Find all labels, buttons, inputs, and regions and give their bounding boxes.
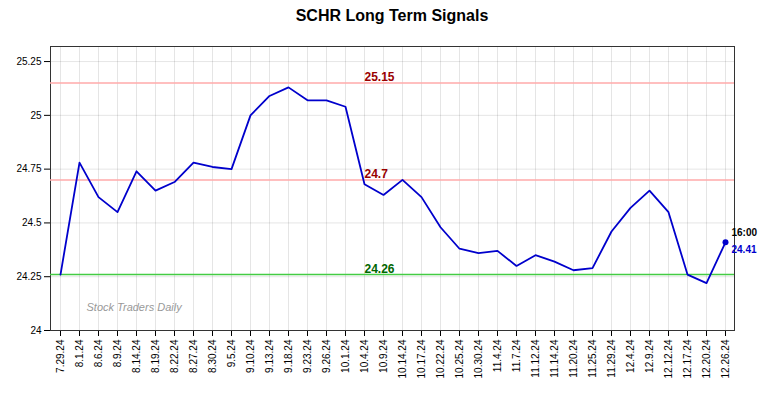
svg-text:9.10.24: 9.10.24 [245,339,256,373]
svg-text:8.19.24: 8.19.24 [150,339,161,373]
svg-text:8.30.24: 8.30.24 [207,339,218,373]
svg-text:10.25.24: 10.25.24 [454,339,465,378]
svg-text:12.9.24: 12.9.24 [644,339,655,373]
svg-text:10.1.24: 10.1.24 [340,339,351,373]
svg-text:24.25: 24.25 [16,271,41,282]
svg-text:24.7: 24.7 [365,167,389,181]
svg-text:9.23.24: 9.23.24 [302,339,313,373]
svg-text:8.9.24: 8.9.24 [112,339,123,367]
svg-text:10.4.24: 10.4.24 [359,339,370,373]
svg-text:24.26: 24.26 [365,262,395,276]
svg-text:8.22.24: 8.22.24 [169,339,180,373]
svg-text:8.14.24: 8.14.24 [131,339,142,373]
svg-text:11.7.24: 11.7.24 [511,339,522,372]
svg-text:10.30.24: 10.30.24 [473,339,484,378]
svg-text:12.26.24: 12.26.24 [720,339,731,378]
svg-text:24.75: 24.75 [16,163,41,174]
svg-text:11.14.24: 11.14.24 [549,339,560,378]
svg-text:9.18.24: 9.18.24 [283,339,294,373]
svg-text:9.13.24: 9.13.24 [264,339,275,373]
svg-text:9.26.24: 9.26.24 [321,339,332,373]
svg-text:16:00: 16:00 [732,227,758,238]
svg-text:Stock Traders Daily: Stock Traders Daily [87,301,184,313]
svg-text:9.5.24: 9.5.24 [226,339,237,367]
svg-text:7.29.24: 7.29.24 [55,339,66,373]
svg-text:25: 25 [30,110,42,121]
svg-text:11.4.24: 11.4.24 [492,339,503,372]
svg-text:25.25: 25.25 [16,56,41,67]
svg-text:10.17.24: 10.17.24 [416,339,427,378]
svg-text:8.27.24: 8.27.24 [188,339,199,373]
svg-text:24: 24 [30,325,42,336]
svg-text:12.4.24: 12.4.24 [625,339,636,373]
svg-text:11.20.24: 11.20.24 [568,339,579,378]
html-text:SCHR Long Term Signals: SCHR Long Term Signals [295,7,489,24]
svg-text:8.6.24: 8.6.24 [93,339,104,367]
svg-text:10.9.24: 10.9.24 [378,339,389,373]
svg-text:11.29.24: 11.29.24 [606,339,617,378]
svg-text:10.22.24: 10.22.24 [435,339,446,378]
svg-text:11.12.24: 11.12.24 [530,339,541,378]
svg-text:12.20.24: 12.20.24 [701,339,712,378]
svg-text:8.1.24: 8.1.24 [74,339,85,367]
svg-text:12.12.24: 12.12.24 [663,339,674,378]
svg-text:12.17.24: 12.17.24 [682,339,693,378]
svg-text:10.14.24: 10.14.24 [397,339,408,378]
svg-text:24.5: 24.5 [22,217,42,228]
svg-text:11.25.24: 11.25.24 [587,339,598,378]
svg-text:24.41: 24.41 [732,244,757,255]
svg-text:25.15: 25.15 [365,70,395,84]
